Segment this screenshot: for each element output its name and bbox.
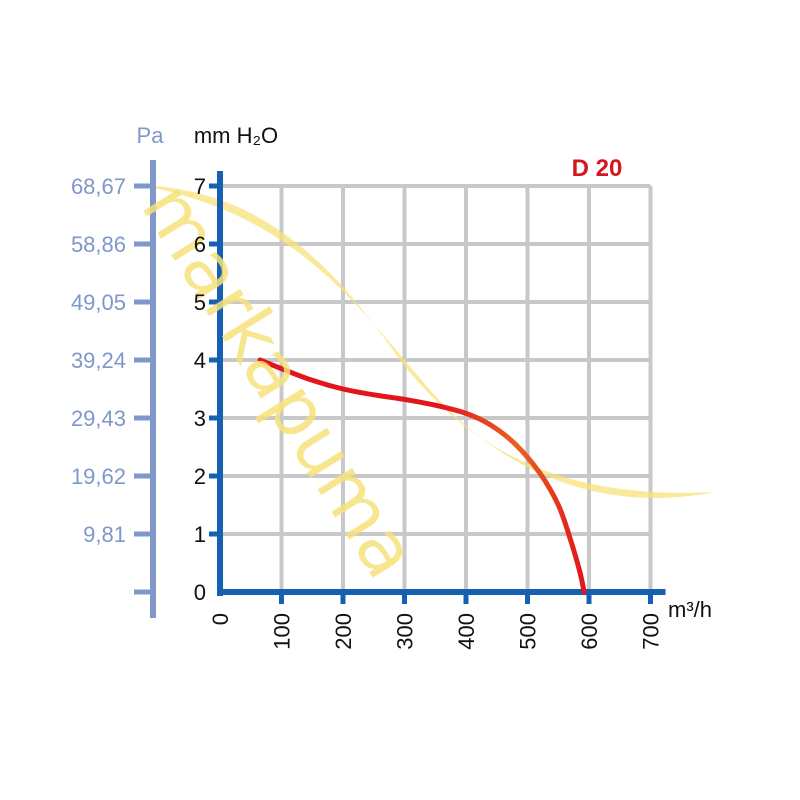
x-tick-label: 700 (639, 613, 664, 650)
y-tick-label: 6 (194, 232, 206, 257)
pa-tick-label: 19,62 (71, 464, 126, 489)
x-axis-unit: m³/h (668, 597, 712, 622)
y-axis-unit-pa: Pa (137, 123, 165, 148)
x-tick-label: 300 (393, 613, 418, 650)
pa-tick-label: 29,43 (71, 406, 126, 431)
grid (220, 184, 653, 592)
y-tick-label: 2 (194, 464, 206, 489)
y-tick-label: 4 (194, 348, 206, 373)
y-tick-label: 0 (194, 580, 206, 605)
pa-tick-label: 58,86 (71, 232, 126, 257)
chart-title: D 20 (572, 155, 623, 182)
x-tick-label: 600 (577, 613, 602, 650)
y-tick-label: 5 (194, 290, 206, 315)
x-tick-label: 500 (516, 613, 541, 650)
pa-tick-label: 39,24 (71, 348, 126, 373)
tick-labels: 0 1 2 3 4 5 6 7 9,81 19,62 29,43 39,24 49,05 58,86 68,… (71, 174, 664, 650)
x-tick-label: 0 (208, 613, 233, 625)
series-line-d20 (257, 357, 587, 595)
y-axis-unit-mmh2o: mm H₂O (194, 123, 278, 148)
y-tick-label: 7 (194, 174, 206, 199)
x-tick-label: 100 (270, 613, 295, 650)
pa-tick-label: 49,05 (71, 290, 126, 315)
y-tick-label: 1 (194, 522, 206, 547)
pa-tick-label: 9,81 (83, 522, 126, 547)
x-tick-label: 200 (331, 613, 356, 650)
x-tick-label: 400 (454, 613, 479, 650)
y-tick-label: 3 (194, 406, 206, 431)
axes (134, 160, 666, 618)
pa-tick-label: 68,67 (71, 174, 126, 199)
